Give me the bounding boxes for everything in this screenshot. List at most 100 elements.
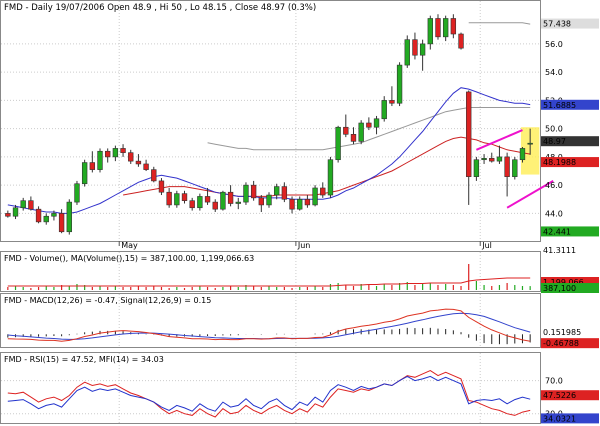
candle-body <box>105 150 111 158</box>
price-tick-label: 44.0 <box>545 209 563 218</box>
candle-body <box>481 158 487 161</box>
candle-body <box>212 201 218 210</box>
candle-body <box>289 198 295 210</box>
value-box-volume: 387,100 <box>543 284 576 293</box>
candle-body <box>189 200 195 209</box>
header-low: 48.15 <box>203 3 227 13</box>
candle-body <box>304 198 311 206</box>
value-box-mfi-bg <box>541 413 599 424</box>
header-high: 50 <box>171 3 182 13</box>
price-tick-label: 50.0 <box>545 125 563 134</box>
candle-body <box>43 215 49 223</box>
value-box-macd-signal-bg <box>541 327 599 338</box>
candle-body <box>496 156 503 162</box>
candle-body <box>366 122 372 128</box>
candle-body <box>343 126 349 135</box>
candle-body <box>235 201 241 204</box>
candle-body <box>404 39 410 66</box>
candle-body <box>258 197 265 206</box>
macd-line <box>7 308 531 342</box>
volume-panel <box>0 251 541 292</box>
header-date: 19/07/2006 <box>55 3 104 13</box>
candle-body <box>320 187 326 196</box>
value-box-ma-mid: 48.1988 <box>543 158 576 167</box>
candle-body <box>466 91 472 177</box>
x-tick-label: Jul <box>481 241 492 250</box>
candle-body <box>112 148 119 158</box>
ma-slow-line <box>207 107 531 151</box>
volume-label: FMD - Volume(), MA(Volume(),15) = 387,10… <box>4 254 254 263</box>
candle-body <box>266 194 272 206</box>
value-box-macd: -0.46788 <box>543 339 579 348</box>
mfi-line <box>7 370 531 418</box>
candle-body <box>158 180 165 193</box>
candle-body <box>450 18 457 35</box>
candle-body <box>243 184 249 203</box>
candle-body <box>135 160 142 165</box>
candle-body <box>327 159 334 196</box>
value-box-price-low: 42.441 <box>543 227 571 236</box>
price-tick-label: 54.0 <box>545 68 563 77</box>
value-box-volume-ma-bg <box>541 277 599 287</box>
header-symbol: FMD <box>4 3 23 13</box>
value-box-volume-ma: 1,199,066 <box>543 278 584 287</box>
macd-label: FMD - MACD(12,26) = -0.47, Signal(12,26,… <box>4 296 211 305</box>
rsi-line <box>7 375 531 412</box>
candle-body <box>66 201 72 233</box>
candle-body <box>381 100 387 120</box>
price-tick-label: 46.0 <box>545 181 563 190</box>
candle-body <box>281 186 288 200</box>
value-box-ma-fast: 51.6885 <box>543 101 576 110</box>
candle-body <box>250 184 257 199</box>
candle-body <box>35 208 42 223</box>
volume-ma-line <box>7 277 531 287</box>
candle-body <box>204 196 211 203</box>
ma-slow-line-2 <box>468 22 531 25</box>
candle-body <box>12 207 19 217</box>
candle-body <box>419 43 426 56</box>
candle-body <box>396 64 403 104</box>
candle-body <box>128 152 134 162</box>
value-box-price-low-bg <box>541 226 599 237</box>
candle-body <box>220 191 226 210</box>
candle-body <box>120 148 126 153</box>
value-box-bottom: 41.3111 <box>543 246 576 255</box>
trendline <box>506 180 554 209</box>
candle-body <box>335 126 341 161</box>
candle-body <box>504 156 510 177</box>
header-close: 48.97 <box>261 3 285 13</box>
candle-body <box>174 193 180 206</box>
value-box-volume-bg <box>541 283 599 293</box>
candle-body <box>519 148 526 161</box>
header-interval: Daily <box>31 3 53 13</box>
header-high-label: Hi <box>160 3 169 13</box>
header-close-label: Close <box>235 3 258 13</box>
candle-body <box>412 39 418 56</box>
value-box-rsi-bg <box>541 390 599 401</box>
candle-body <box>143 163 149 170</box>
candle-body <box>197 196 203 209</box>
candle-body <box>227 191 234 204</box>
candle-body <box>20 200 26 209</box>
candle-body <box>5 213 11 217</box>
candle-body <box>166 191 172 206</box>
candle-body <box>458 33 464 49</box>
candle-body <box>473 159 480 177</box>
header-low-label: Lo <box>190 3 200 13</box>
candle-body <box>350 134 357 142</box>
value-box-macd-signal: 0.151985 <box>543 328 581 337</box>
value-box-ma-fast-bg <box>541 99 599 110</box>
candle-body <box>358 122 364 142</box>
x-tick-label: May <box>121 241 138 250</box>
x-tick-label: Jun <box>297 241 311 250</box>
candle-body <box>74 183 80 203</box>
value-box-rsi: 47.5226 <box>543 391 576 400</box>
rsi-panel <box>0 352 541 424</box>
candle-body <box>89 162 96 170</box>
candle-body <box>373 118 380 128</box>
candle-body <box>427 18 433 45</box>
value-box-mfi: 34.0321 <box>543 414 576 423</box>
value-box-close: 48.97 <box>543 137 566 146</box>
header-open-label: Open <box>107 3 130 13</box>
candle-body <box>181 193 188 201</box>
